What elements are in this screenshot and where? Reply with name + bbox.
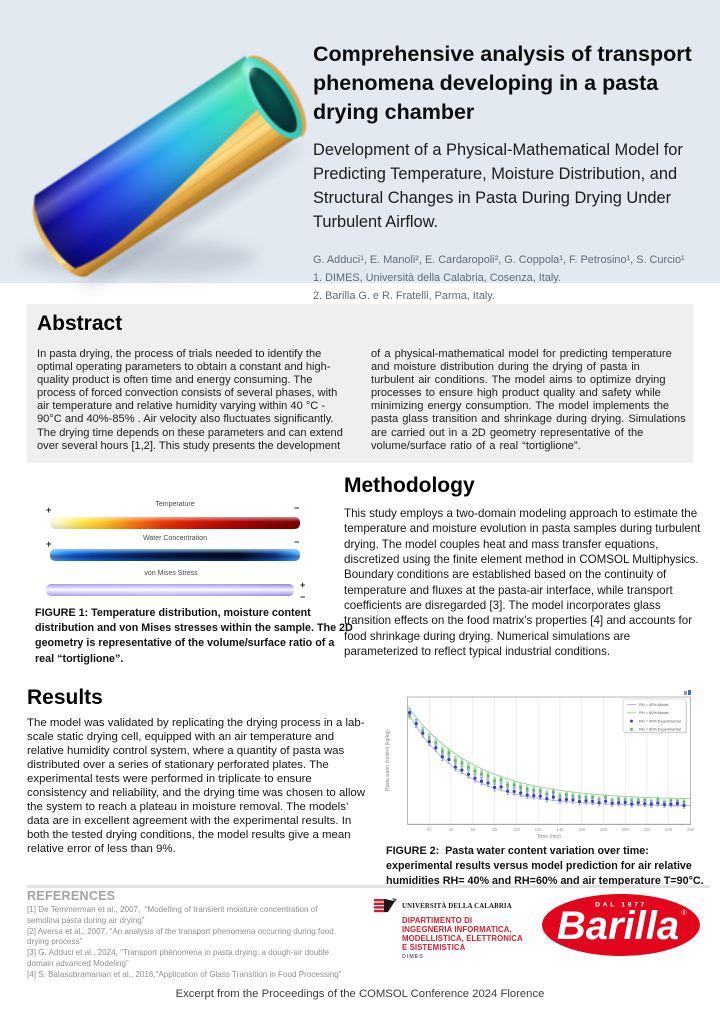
abstract-column-2: of a physical-mathematical model for pre… xyxy=(371,348,686,452)
unical-dept-line: MODELLISTICA, ELETTRONICA xyxy=(402,934,523,943)
unical-acronym: DIMES xyxy=(402,954,424,960)
abstract-column-1: In pasta drying, the process of trials n… xyxy=(37,348,343,452)
figure1-water-minus: − xyxy=(294,537,300,547)
figure1-mises-plus: + xyxy=(300,580,306,590)
y-axis-label: Pasta water content (kg/kg) xyxy=(385,730,391,791)
reference-item: [2] Aversa et al., 2007, “An analysis of… xyxy=(27,926,336,947)
author-list: G. Adduci¹, E. Manoli², E. Cardaropoli²,… xyxy=(313,254,685,266)
reference-item: [3] G. Adduci et al., 2024, “Transport p… xyxy=(27,948,332,968)
svg-text:220: 220 xyxy=(643,827,651,832)
references-heading: REFERENCES xyxy=(27,889,116,903)
legend-entry: RH = 40% Model xyxy=(639,702,669,707)
figure1-mises-bar xyxy=(46,584,294,596)
unical-dept-line: E SISTEMISTICA xyxy=(402,943,466,952)
svg-text:260: 260 xyxy=(687,827,695,832)
svg-text:®: ® xyxy=(681,909,687,917)
results-body: The model was validated by replicating t… xyxy=(27,717,366,855)
x-axis-label: Time (min) xyxy=(537,834,561,838)
legend-entry: RH = 40% Experimental xyxy=(639,718,681,723)
unical-dept-line: INGEGNERIA INFORMATICA, xyxy=(402,925,512,934)
svg-text:180: 180 xyxy=(600,827,608,832)
figure1-mises-label: von Mises Stress xyxy=(144,570,198,577)
figure1-water-plus: + xyxy=(46,539,52,549)
figure1-temperature-bar xyxy=(50,517,300,529)
poster-subtitle: Development of a Physical-Mathematical M… xyxy=(313,141,683,231)
figure1-caption: FIGURE 1: Temperature distribution, mois… xyxy=(35,607,356,665)
svg-text:160: 160 xyxy=(578,827,586,832)
header-banner: Comprehensive analysis of transport phen… xyxy=(0,0,720,302)
figure1-mises-minus: − xyxy=(300,592,306,602)
figure1-water-bar xyxy=(50,549,300,561)
unical-logo: UNIVERSITÀ DELLA CALABRIA DIPARTIMENTO D… xyxy=(374,898,534,960)
svg-text:200: 200 xyxy=(622,827,630,832)
figure1-temperature-minus: − xyxy=(294,503,300,513)
svg-text:240: 240 xyxy=(665,827,673,832)
unical-logo-icon xyxy=(374,898,397,913)
results-heading: Results xyxy=(27,686,103,709)
svg-text:100: 100 xyxy=(513,827,521,832)
figure2-chart: 20 40 60 80 100 120 140 160 180 200 220 240 260 Time … xyxy=(381,683,699,840)
svg-text:20: 20 xyxy=(427,827,432,832)
figure2-caption: FIGURE 2: Pasta water content variation … xyxy=(386,845,704,888)
methodology-body: This study employs a two-domain modeling… xyxy=(344,507,701,659)
svg-text:DAL 1877: DAL 1877 xyxy=(595,902,647,909)
pasta-simulation-image xyxy=(0,0,326,298)
legend-entry: RH = 60% Model xyxy=(639,710,669,715)
figure1-water-label: Water Concentration xyxy=(143,535,207,542)
references-divider xyxy=(27,885,710,888)
plot-gadget-icon xyxy=(684,683,691,695)
legend-entry: RH = 60% Experimental xyxy=(639,727,681,732)
abstract-heading: Abstract xyxy=(37,312,123,335)
svg-text:140: 140 xyxy=(556,827,564,832)
unical-department: DIPARTIMENTO DI INGEGNERIA INFORMATICA, … xyxy=(402,916,534,952)
affiliation-1: 1. DIMES, Università della Calabria, Cos… xyxy=(313,272,561,284)
unical-university-name: UNIVERSITÀ DELLA CALABRIA xyxy=(402,903,512,910)
svg-text:60: 60 xyxy=(470,827,475,832)
svg-text:120: 120 xyxy=(535,827,543,832)
poster-title: Comprehensive analysis of transport phen… xyxy=(313,42,692,124)
methodology-heading: Methodology xyxy=(344,474,475,497)
svg-text:80: 80 xyxy=(492,827,497,832)
chart-legend xyxy=(622,698,687,733)
figure1-temperature-plus: + xyxy=(46,505,52,515)
poster-authors: G. Adduci¹, E. Manoli², E. Cardaropoli²,… xyxy=(313,251,711,305)
reference-item: [4] S. Balasubramanian et al., 2016,“App… xyxy=(27,969,342,979)
affiliation-2: 2. Barilla G. e R. Fratelli, Parma, Ital… xyxy=(313,290,495,302)
svg-text:40: 40 xyxy=(449,827,454,832)
figure1-temperature-label: Temperature xyxy=(155,501,195,508)
svg-text:Barilla: Barilla xyxy=(557,904,679,948)
footer-note: Excerpt from the Proceedings of the COMS… xyxy=(175,988,545,1000)
unical-dept-line: DIPARTIMENTO DI xyxy=(402,916,473,925)
abstract-section: Abstract In pasta drying, the process of… xyxy=(27,304,693,463)
reference-item: [1] De Temmerman et al., 2007, “Modellin… xyxy=(27,905,320,925)
barilla-logo: DAL 1877 Barilla ® xyxy=(541,893,701,957)
references-list: [1] De Temmerman et al., 2007, “Modellin… xyxy=(27,905,349,981)
